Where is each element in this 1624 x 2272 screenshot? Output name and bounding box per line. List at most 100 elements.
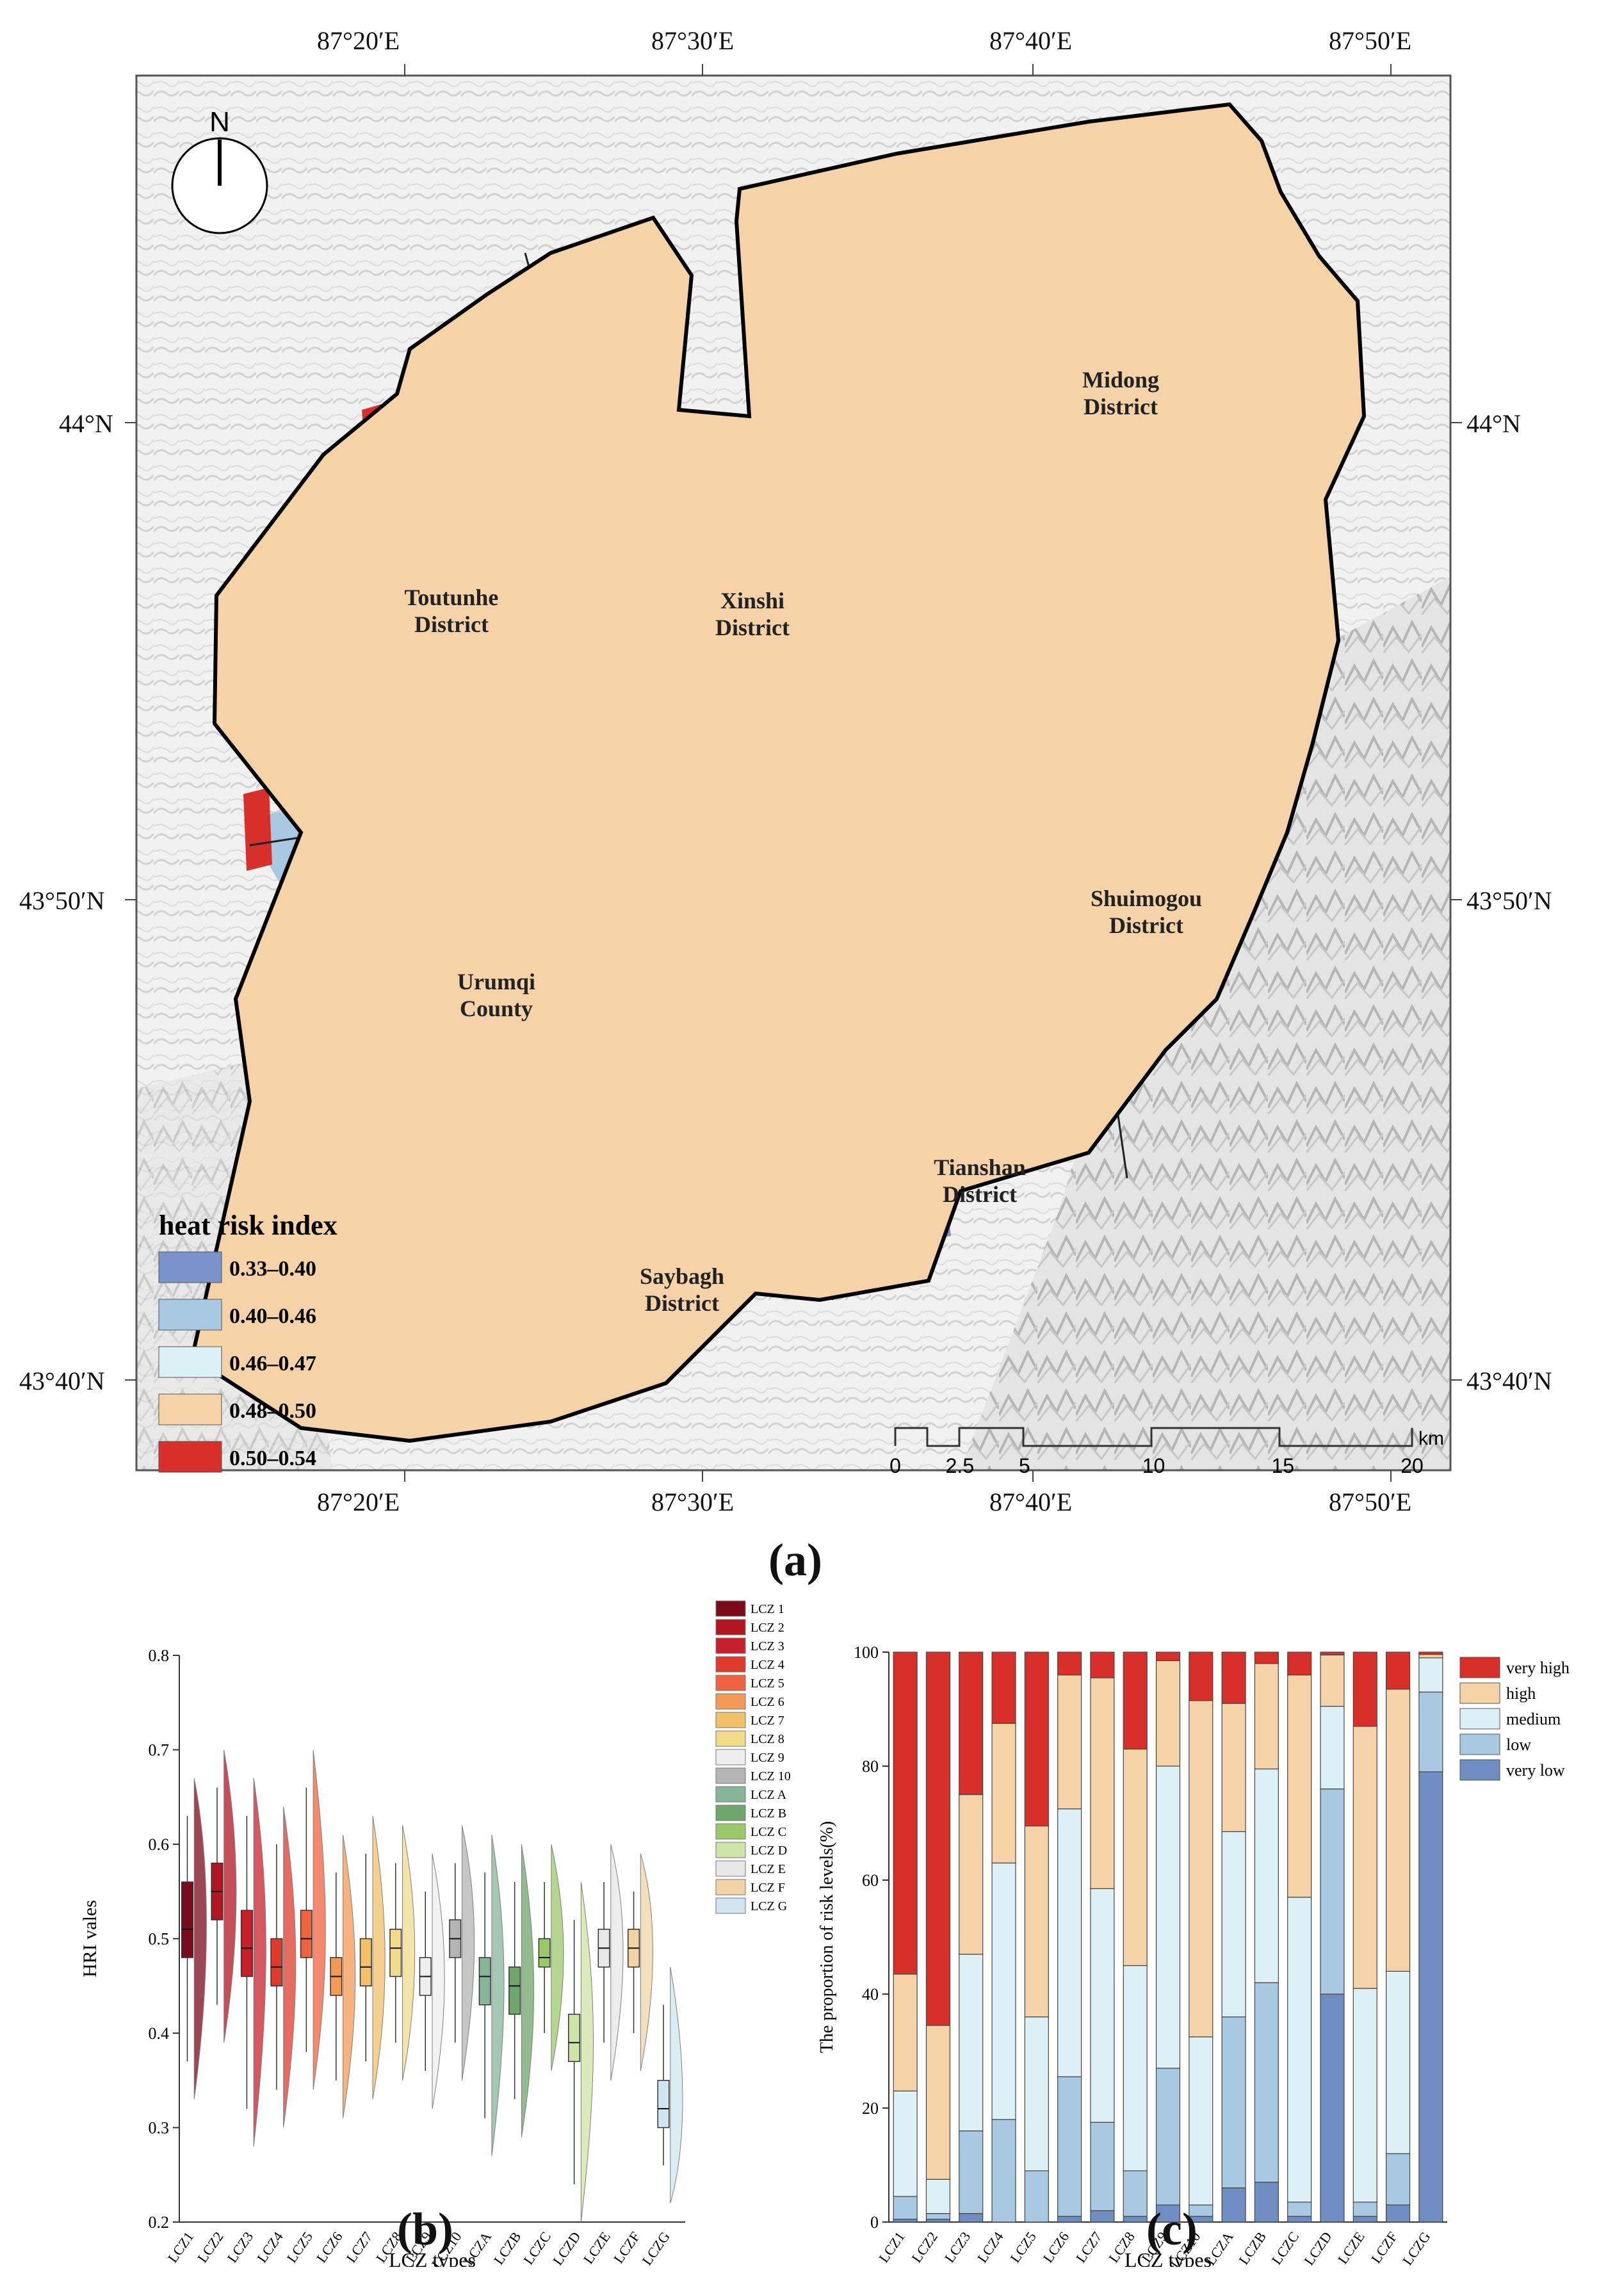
- legend-label: LCZ 3: [751, 1639, 784, 1653]
- x-tick-label: LCZ2: [194, 2229, 227, 2266]
- bar-LCZ3-very-low: [959, 2213, 984, 2223]
- y-tick-label: 0.7: [149, 1741, 170, 1760]
- y-tick-label: 20: [862, 2099, 879, 2118]
- bar-LCZ5-low: [1024, 2170, 1049, 2223]
- x-tick-label: LCZ6: [313, 2229, 346, 2266]
- box-LCZD: [568, 2013, 581, 2062]
- y-tick-label: 0.5: [149, 1930, 170, 1949]
- bar-LCZG-very-high: [1418, 1651, 1443, 1655]
- bar-LCZB-high: [1254, 1663, 1279, 1770]
- bar-LCZ9-very-low: [1155, 2204, 1181, 2223]
- panel-label-a: (a): [768, 1534, 822, 1586]
- bar-LCZF-low: [1385, 2153, 1411, 2205]
- bar-LCZ9-low: [1155, 2068, 1181, 2205]
- lat-label-left-2: 43°50′N: [19, 886, 105, 915]
- bar-LCZ7-medium: [1090, 1888, 1115, 2123]
- y-tick-label: 60: [862, 1871, 879, 1890]
- y-axis-label: HRI vales: [79, 1900, 101, 1977]
- bar-LCZ9-high: [1155, 1660, 1181, 1767]
- bar-LCZ5-medium: [1024, 2016, 1049, 2171]
- bar-LCZ2-very-high: [925, 1651, 951, 2026]
- legend-label: LCZ 8: [751, 1732, 784, 1746]
- bar-LCZ4-medium: [991, 1862, 1016, 2120]
- violin-LCZ8: [402, 1825, 416, 2081]
- y-tick-label: 40: [862, 1985, 879, 2004]
- scale-tick-label: 0: [889, 1454, 901, 1477]
- violin-LCZD: [580, 1881, 594, 2223]
- y-tick-label: 80: [862, 1757, 879, 1776]
- legend-swatch: [1459, 1657, 1500, 1678]
- x-tick-label: LCZB: [491, 2229, 524, 2267]
- x-axis-label: LCZ types: [1125, 2248, 1212, 2267]
- bar-LCZ4-high: [991, 1723, 1016, 1863]
- bar-LCZF-very-high: [1385, 1651, 1411, 1690]
- study-area: [192, 104, 1364, 1441]
- legend-title: heat risk index: [159, 1210, 337, 1241]
- lon-label-top-1: 87°20′E: [317, 26, 400, 55]
- legend-label: LCZ D: [751, 1844, 787, 1858]
- legend-label: high: [1506, 1684, 1536, 1703]
- lat-label-right-3: 43°40′N: [1466, 1367, 1552, 1395]
- legend-label: 0.33–0.40: [229, 1257, 316, 1281]
- legend-label: 0.46–0.47: [229, 1352, 316, 1375]
- legend-label: 0.50–0.54: [229, 1447, 316, 1470]
- x-tick-label: LCZF: [610, 2229, 643, 2266]
- legend-swatch: [1459, 1759, 1500, 1781]
- legend-swatch: [715, 1656, 746, 1673]
- legend-swatch: [715, 1693, 746, 1710]
- bar-LCZB-medium: [1254, 1768, 1279, 1983]
- bar-LCZ7-very-low: [1090, 2210, 1115, 2223]
- bar-LCZA-very-low: [1221, 2187, 1246, 2223]
- legend-label: medium: [1506, 1710, 1561, 1728]
- district-label: Urumqi County: [457, 969, 535, 1021]
- x-axis-label: LCZ types: [389, 2248, 476, 2267]
- y-axis-label: The proportion of risk levels(%): [817, 1821, 837, 2053]
- bar-LCZ7-low: [1090, 2122, 1115, 2211]
- bar-LCZ6-low: [1057, 2076, 1082, 2217]
- box-LCZB: [508, 1967, 521, 2015]
- x-tick-label: LCZ7: [1073, 2229, 1105, 2266]
- bar-LCZ1-very-high: [893, 1651, 918, 1975]
- svg-text:N: N: [209, 106, 230, 138]
- bar-LCZE-very-low: [1352, 2216, 1377, 2223]
- violin-LCZE: [610, 1844, 624, 2081]
- scale-tick-label: 5: [1019, 1454, 1030, 1477]
- bar-LCZF-very-low: [1385, 2204, 1411, 2223]
- lat-label-left-3: 43°40′N: [19, 1367, 105, 1395]
- box-LCZA: [478, 1957, 491, 2006]
- legend-label: 0.40–0.46: [229, 1304, 316, 1328]
- box-LCZ8: [389, 1929, 402, 1977]
- legend-swatch: [158, 1393, 222, 1425]
- scale-tick-label: 10: [1142, 1454, 1165, 1477]
- legend-label: LCZ G: [751, 1899, 787, 1913]
- bar-LCZE-medium: [1352, 1988, 1377, 2203]
- legend-label: LCZ E: [751, 1862, 786, 1876]
- x-tick-label: LCZB: [1235, 2229, 1269, 2267]
- y-tick-label: 0.3: [149, 2119, 170, 2138]
- bar-LCZ10-high: [1189, 1700, 1214, 2038]
- bar-LCZA-low: [1221, 2016, 1246, 2189]
- bar-LCZF-high: [1385, 1689, 1411, 1972]
- legend-swatch: [715, 1767, 746, 1784]
- bar-LCZE-high: [1352, 1726, 1377, 1989]
- legend-swatch: [715, 1823, 746, 1840]
- bar-LCZ6-medium: [1057, 1808, 1082, 2077]
- x-tick-label: LCZ3: [941, 2229, 974, 2266]
- legend-label: low: [1506, 1735, 1531, 1754]
- box-LCZG: [657, 2080, 670, 2129]
- violin-LCZB: [521, 1844, 535, 2138]
- box-LCZ4: [270, 1938, 283, 1986]
- bar-LCZ8-very-high: [1123, 1651, 1148, 1749]
- violin-LCZA: [491, 1835, 505, 2156]
- lon-label-top-4: 87°50′E: [1329, 26, 1412, 55]
- legend-swatch: [715, 1619, 746, 1635]
- legend-label: very high: [1506, 1659, 1570, 1677]
- graticule-ticks: [125, 64, 1462, 1482]
- bar-LCZG-low: [1418, 1691, 1443, 1773]
- legend-swatch: [715, 1730, 746, 1747]
- panel-label-b: (b): [397, 2203, 453, 2255]
- legend-label: very low: [1506, 1761, 1565, 1780]
- x-tick-label: LCZC: [520, 2229, 554, 2267]
- y-tick-label: 0.8: [149, 1646, 170, 1665]
- heat-risk-map: N Midong District Toutunhe District Xinshi Di…: [125, 64, 1462, 1482]
